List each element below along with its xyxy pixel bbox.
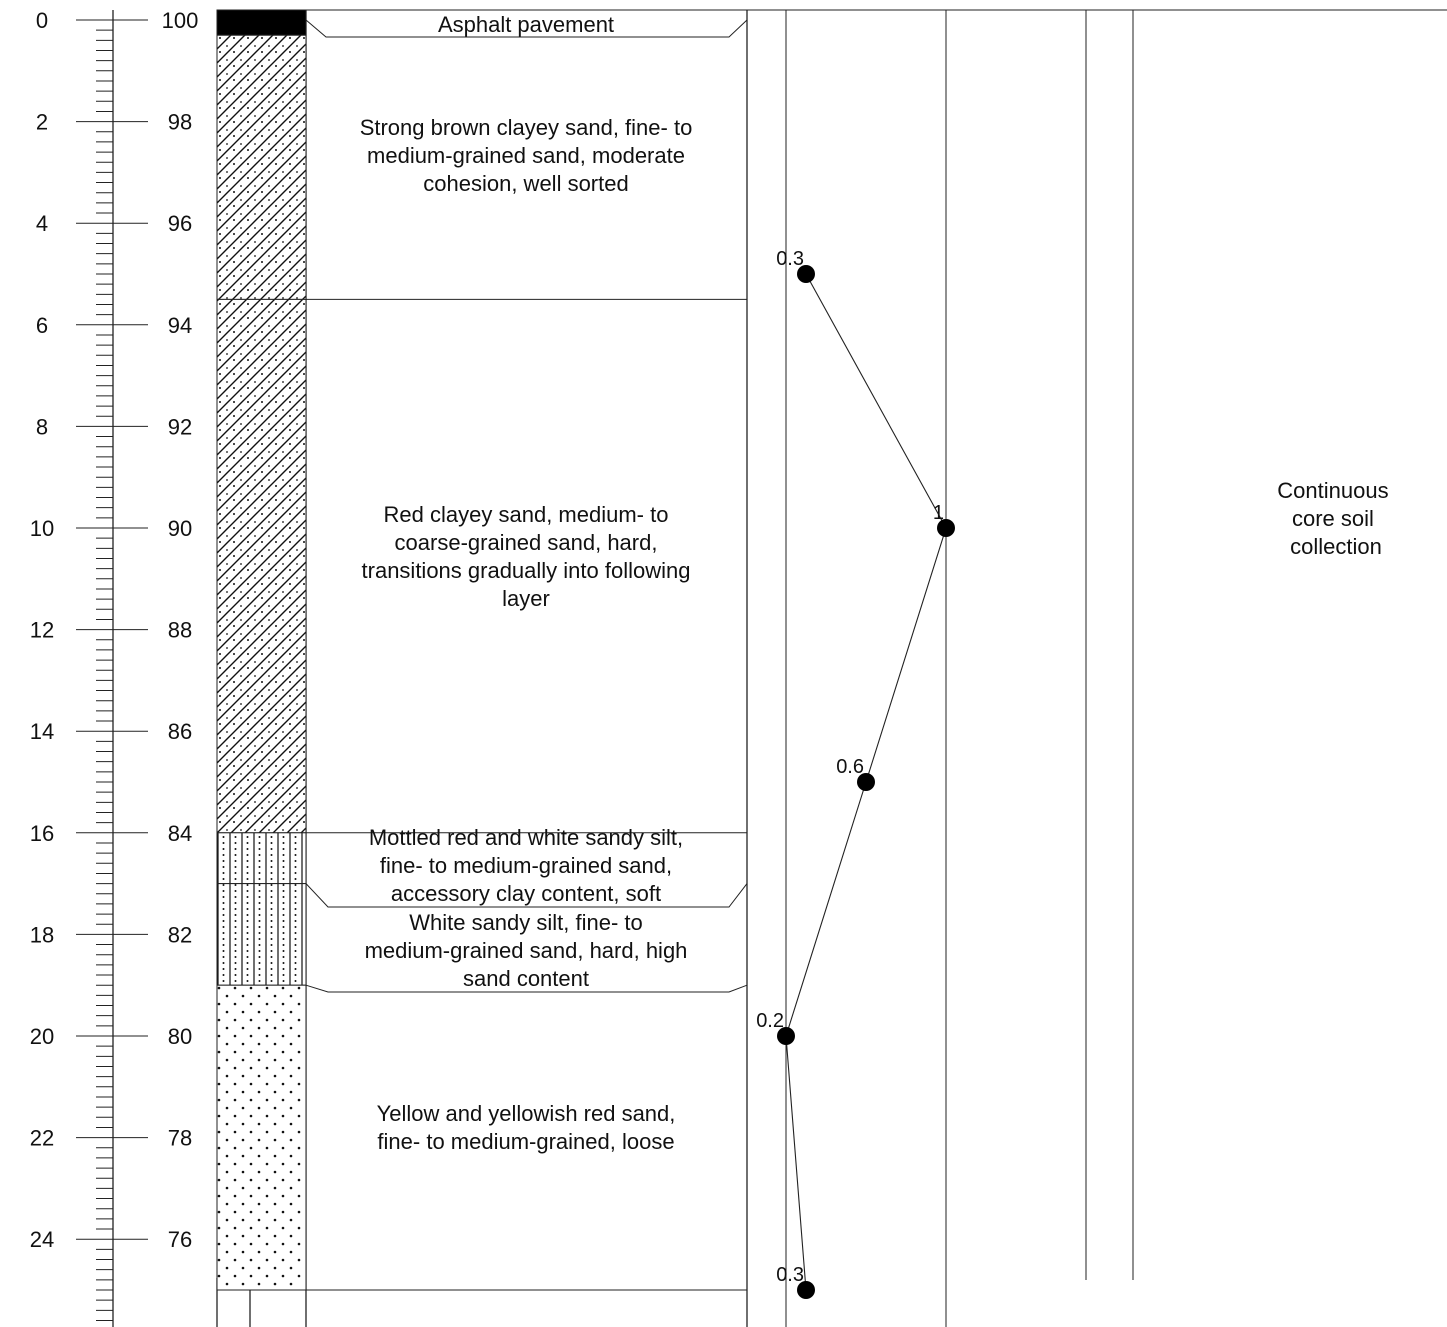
measurement-plot: 0.3 1 0.6 0.2 0.3 [756,248,955,1299]
elevation-label: 96 [168,211,192,236]
depth-label: 2 [36,110,48,135]
layer-asphalt [216,9,307,36]
elevation-label: 76 [168,1227,192,1252]
data-label: 0.2 [756,1010,784,1032]
data-label: 0.3 [776,1264,804,1286]
depth-label: 10 [30,516,54,541]
depth-label: 20 [30,1024,54,1049]
description-line: Mottled red and white sandy silt, [369,825,683,850]
layer-description: Red clayey sand, medium- to coarse-graine… [362,502,691,611]
layer-boundary [305,19,748,38]
elevation-label: 100 [162,8,199,33]
description-line: Red clayey sand, medium- to [384,502,669,527]
description-line: cohesion, well sorted [423,171,628,196]
layer-dots [216,984,307,1291]
layer-description: Asphalt pavement [438,12,614,37]
description-line: White sandy silt, fine- to [409,910,643,935]
depth-label: 0 [36,8,48,33]
layer-description: Mottled red and white sandy silt, fine- t… [369,825,683,906]
depth-label: 14 [30,719,54,744]
elevation-label: 80 [168,1024,192,1049]
data-label: 0.3 [776,248,804,270]
data-label: 1 [933,502,944,524]
description-line: layer [502,586,550,611]
description-line: coarse-grained sand, hard, [395,530,658,555]
depth-label: 18 [30,922,54,947]
elevation-label: 86 [168,719,192,744]
layer-hatch-dots [216,34,307,300]
description-line: medium-grained sand, hard, high [365,938,688,963]
layer-description: Yellow and yellowish red sand, fine- to m… [377,1101,676,1154]
description-line: sand content [463,966,589,991]
elevation-label: 82 [168,922,192,947]
layer-vertical-dots [216,832,307,885]
sampling-note: Continuous core soil collection [1277,478,1394,559]
depth-label: 22 [30,1126,54,1151]
depth-label: 16 [30,821,54,846]
description-line: fine- to medium-grained, loose [377,1129,674,1154]
data-point [797,1281,815,1299]
layer-description: White sandy silt, fine- to medium-grained… [365,910,688,991]
depth-label: 12 [30,618,54,643]
depth-label: 4 [36,211,48,236]
sampling-note-line: core soil [1292,506,1374,531]
description-line: accessory clay content, soft [391,881,661,906]
elevation-label: 84 [168,821,192,846]
elevation-label: 94 [168,313,192,338]
frame [112,9,1447,1327]
layer-description: Strong brown clayey sand, fine- to medium… [360,115,693,196]
layer-vertical-dots [216,883,307,986]
layer-boundary [305,883,748,908]
depth-label: 24 [30,1227,54,1252]
description-line: transitions gradually into following [362,558,691,583]
data-point [937,519,955,537]
description-line: Strong brown clayey sand, fine- to [360,115,693,140]
elevation-label: 90 [168,516,192,541]
depth-scale: 0 100 2 98 4 96 6 94 8 92 10 90 12 88 14 86 16 84 18 82 20 80… [30,8,199,1321]
layer-hatch-dots [216,298,307,834]
data-point [777,1027,795,1045]
layer-descriptions: Asphalt pavement Strong brown clayey sand… [305,12,748,1291]
data-label: 0.6 [836,756,864,778]
description-line: Asphalt pavement [438,12,614,37]
depth-label: 8 [36,414,48,439]
data-point [797,265,815,283]
sampling-note-line: collection [1290,534,1382,559]
layer-boundary [305,984,748,993]
description-line: Yellow and yellowish red sand, [377,1101,676,1126]
sampling-note-line: Continuous [1277,478,1388,503]
description-line: fine- to medium-grained sand, [380,853,672,878]
elevation-label: 88 [168,618,192,643]
lithology-column [216,9,307,1291]
description-line: medium-grained sand, moderate [367,143,685,168]
elevation-label: 78 [168,1126,192,1151]
elevation-label: 92 [168,414,192,439]
depth-label: 6 [36,313,48,338]
data-point [857,773,875,791]
elevation-label: 98 [168,110,192,135]
